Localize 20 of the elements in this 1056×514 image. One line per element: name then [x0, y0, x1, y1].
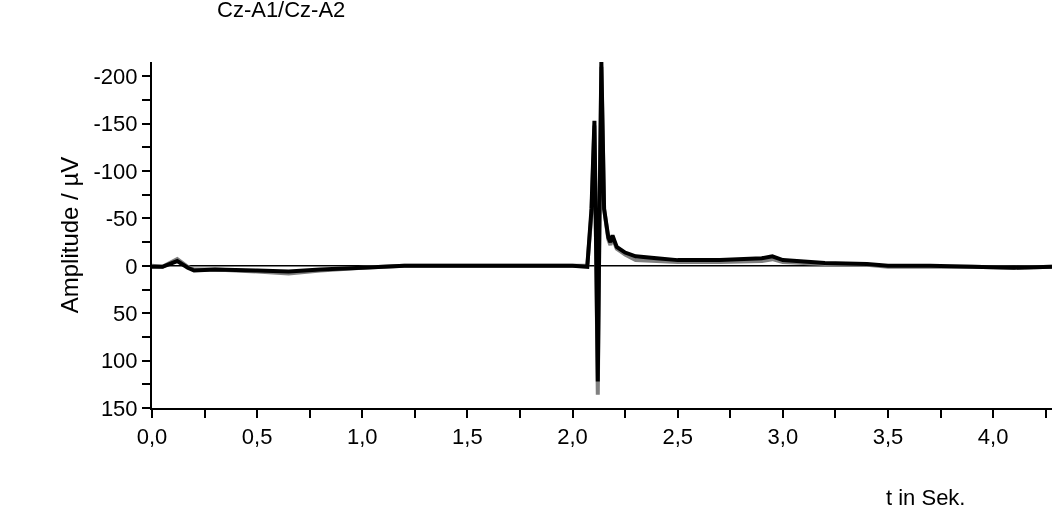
y-tick-label: -150 — [93, 111, 138, 137]
y-tick-label: 100 — [100, 348, 138, 374]
x-tick-label: 0,0 — [136, 424, 168, 450]
x-tick-label: 3,5 — [872, 424, 904, 450]
x-tick-label: 3,0 — [767, 424, 799, 450]
y-tick-label: 0 — [125, 253, 138, 279]
y-tick-label: 50 — [113, 300, 138, 326]
x-tick-label: 2,0 — [557, 424, 588, 450]
y-axis-title: Amplitude / µV — [56, 156, 84, 314]
x-tick-label: 0,5 — [241, 424, 273, 450]
y-tick-label: -100 — [93, 158, 138, 184]
x-tick-label: 2,5 — [662, 424, 693, 450]
y-tick-label: 150 — [100, 395, 138, 421]
chart-title: Cz-A1/Cz-A2 — [217, 0, 346, 22]
y-tick-label: -50 — [105, 206, 138, 232]
x-tick-label: 1,0 — [346, 424, 378, 450]
x-axis-title: t in Sek. — [886, 485, 966, 510]
x-tick-label: 1,5 — [452, 424, 483, 450]
y-tick-label: -200 — [93, 63, 138, 89]
x-tick-label: 4,0 — [977, 424, 1009, 450]
